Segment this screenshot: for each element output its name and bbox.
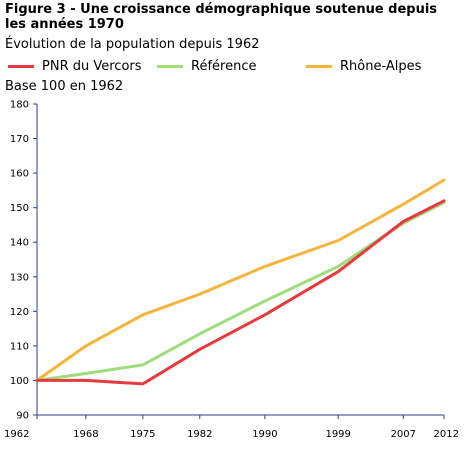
legend: PNR du Vercors Référence Rhône-Alpes xyxy=(0,57,465,75)
x-tick-label-2007: 2007 xyxy=(391,429,416,440)
chart-subtitle: Évolution de la population depuis 1962 xyxy=(5,37,260,52)
series-line-rhone-alpes xyxy=(35,178,446,382)
y-tick-label-140: 140 xyxy=(10,238,29,249)
legend-swatch-pnr-vercors xyxy=(8,64,34,68)
legend-item-rhone-alpes: Rhône-Alpes xyxy=(306,57,421,75)
y-tick-label-150: 150 xyxy=(10,203,29,214)
legend-item-pnr-vercors: PNR du Vercors xyxy=(8,57,142,75)
x-tick-label-1962: 1962 xyxy=(4,429,29,440)
legend-label-reference: Référence xyxy=(191,58,257,74)
legend-label-rhone-alpes: Rhône-Alpes xyxy=(340,58,422,74)
x-tick-label-1999: 1999 xyxy=(325,429,350,440)
legend-label-pnr-vercors: PNR du Vercors xyxy=(42,58,142,74)
x-tick-label-1975: 1975 xyxy=(130,429,155,440)
series-line-pnr-du-vercors xyxy=(35,199,446,386)
x-tick-label-1982: 1982 xyxy=(187,429,212,440)
legend-swatch-rhone-alpes xyxy=(306,64,332,68)
legend-swatch-reference xyxy=(157,64,183,68)
x-tick-label-1968: 1968 xyxy=(73,429,98,440)
chart-title: Figure 3 - Une croissance démographique … xyxy=(5,2,438,32)
y-tick-label-110: 110 xyxy=(10,341,29,352)
y-tick-label-170: 170 xyxy=(10,134,29,145)
series-line-reference xyxy=(35,201,446,382)
x-tick-label-1990: 1990 xyxy=(252,429,277,440)
y-tick-label-90: 90 xyxy=(16,411,29,422)
y-tick-label-160: 160 xyxy=(10,169,29,180)
y-axis-label: Base 100 en 1962 xyxy=(5,79,124,94)
y-tick-label-100: 100 xyxy=(10,376,29,387)
y-tick-label-120: 120 xyxy=(10,307,29,318)
x-tick-label-2012: 2012 xyxy=(434,429,459,440)
legend-item-reference: Référence xyxy=(157,57,256,75)
y-tick-label-180: 180 xyxy=(10,100,29,111)
y-tick-label-130: 130 xyxy=(10,272,29,283)
